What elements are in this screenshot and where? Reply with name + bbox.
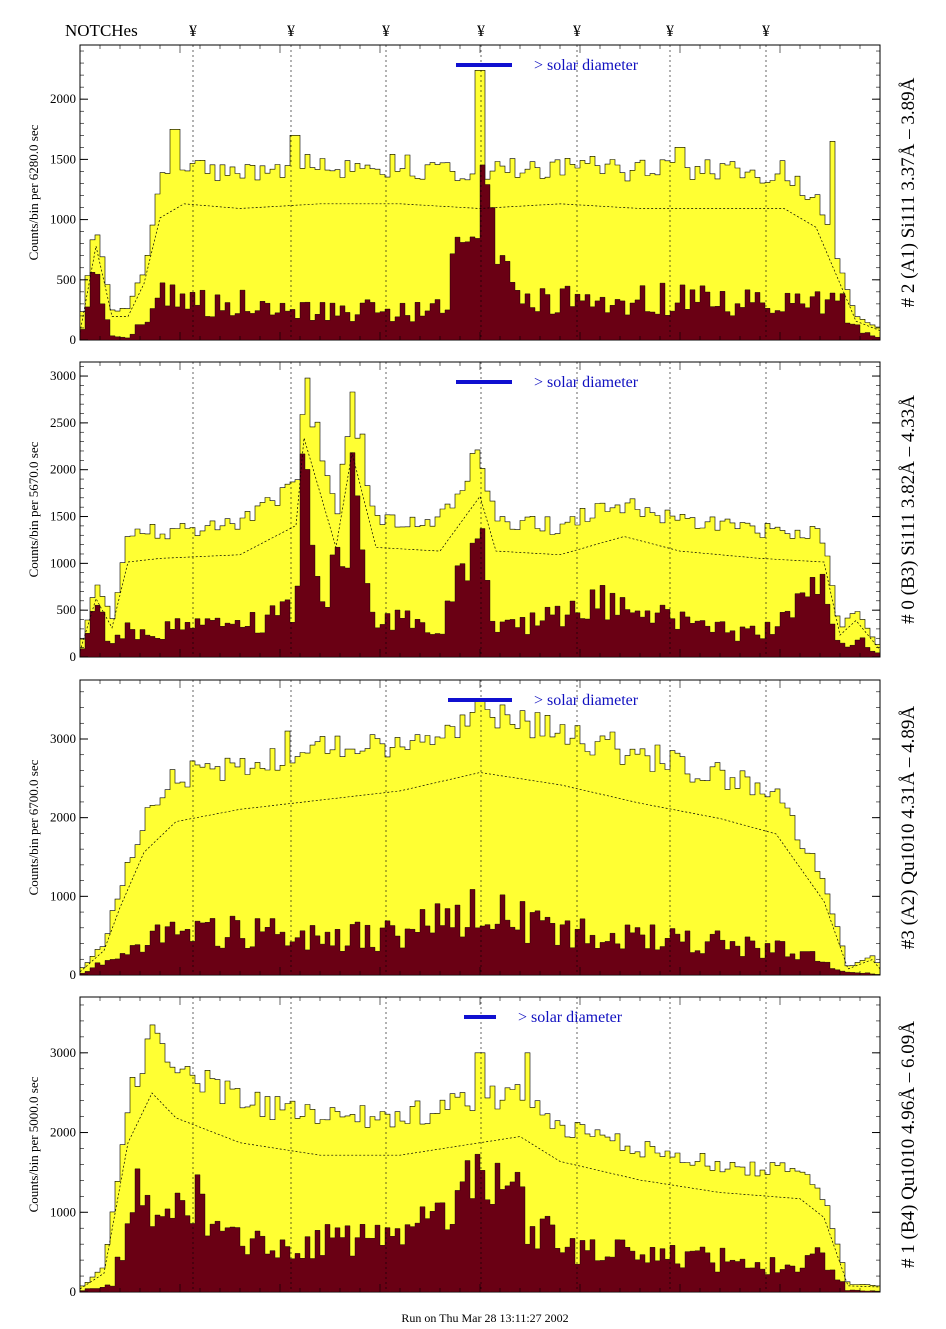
chart-panel-3: 0 1000 2000 3000 Counts/bin per 5000.0 sec # … xyxy=(26,996,919,1299)
y-tick-label: 2000 xyxy=(50,91,76,106)
chart-panel-2: 0 1000 2000 3000 Counts/bin per 6700.0 sec #3… xyxy=(26,679,919,982)
y-tick-label: 0 xyxy=(70,332,77,347)
model-curve xyxy=(79,437,881,652)
y-tick-label: 3000 xyxy=(50,368,76,383)
total-counts-histogram xyxy=(79,377,881,658)
model-curve xyxy=(79,1092,881,1290)
chart-panel-0: 0 500 1000 1500 2000 Counts/bin per 6280.0 se… xyxy=(26,44,919,347)
y-tick-label: 3000 xyxy=(50,731,76,746)
y-axis-label: Counts/bin per 6700.0 sec xyxy=(26,759,41,895)
y-tick-label: 0 xyxy=(70,649,77,664)
detector-label: # 0 (B3) Si111 3.82Å – 4.33Å xyxy=(898,395,919,624)
notch-marker: ¥ xyxy=(573,23,581,40)
detector-label: # 2 (A1) Si111 3.37Å – 3.89Å xyxy=(898,77,919,307)
y-axis-label: Counts/bin per 5670.0 sec xyxy=(26,441,41,577)
y-tick-label: 1000 xyxy=(50,212,76,227)
notch-marker: ¥ xyxy=(666,23,674,40)
rate-histogram xyxy=(79,1154,881,1293)
detector-label: # 1 (B4) Qu1010 4.96Å – 6.09Å xyxy=(898,1021,919,1268)
chart-panel-1: 0 500 1000 1500 2000 2500 3000 Counts/bin per 5… xyxy=(26,361,919,664)
y-tick-label: 0 xyxy=(70,1284,77,1299)
y-tick-label: 2500 xyxy=(50,415,76,430)
y-tick-label: 2000 xyxy=(50,1125,76,1140)
run-timestamp: Run on Thu Mar 28 13:11:27 2002 xyxy=(401,1311,568,1325)
notch-marker: ¥ xyxy=(382,23,390,40)
model-curve xyxy=(79,772,881,973)
y-axis-label: Counts/bin per 5000.0 sec xyxy=(26,1076,41,1212)
y-tick-label: 2000 xyxy=(50,810,76,825)
y-tick-label: 1000 xyxy=(50,888,76,903)
notch-marker: ¥ xyxy=(477,23,485,40)
notches-label: NOTCHes xyxy=(65,21,138,40)
y-tick-label: 1500 xyxy=(50,151,76,166)
rate-histogram xyxy=(79,164,881,341)
y-tick-label: 2000 xyxy=(50,462,76,477)
notch-marker: ¥ xyxy=(762,23,770,40)
y-tick-label: 500 xyxy=(57,602,77,617)
solar-diameter-label: > solar diameter xyxy=(534,692,639,709)
notch-marker: ¥ xyxy=(287,23,295,40)
rate-histogram xyxy=(79,889,881,976)
y-tick-label: 500 xyxy=(57,272,77,287)
chart-panels: 0 500 1000 1500 2000 Counts/bin per 6280.0 se… xyxy=(26,44,919,1299)
y-tick-label: 1000 xyxy=(50,555,76,570)
model-curve xyxy=(79,203,881,333)
solar-diameter-label: > solar diameter xyxy=(518,1009,623,1026)
y-tick-label: 1000 xyxy=(50,1204,76,1219)
solar-diameter-label: > solar diameter xyxy=(534,374,639,391)
solar-diameter-label: > solar diameter xyxy=(534,57,639,74)
y-tick-label: 0 xyxy=(70,967,77,982)
detector-label: #3 (A2) Qu1010 4.31Å – 4.89Å xyxy=(898,706,919,950)
notch-markers: ¥ ¥ ¥ ¥ ¥ ¥ ¥ xyxy=(189,23,770,40)
y-axis-label: Counts/bin per 6280.0 sec xyxy=(26,124,41,260)
notch-marker: ¥ xyxy=(189,23,197,40)
y-tick-label: 3000 xyxy=(50,1045,76,1060)
rate-histogram xyxy=(79,452,881,658)
y-tick-label: 1500 xyxy=(50,509,76,524)
